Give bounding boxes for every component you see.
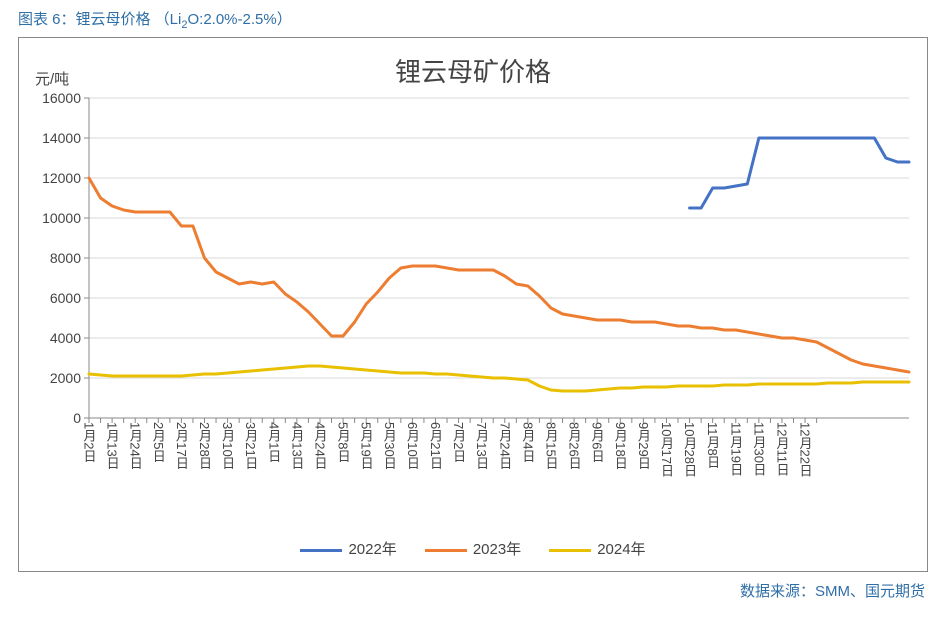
legend-item: 2022年 xyxy=(300,538,396,559)
y-axis-unit: 元/吨 xyxy=(35,68,69,89)
legend-swatch xyxy=(300,549,342,552)
legend-item: 2023年 xyxy=(425,538,521,559)
x-tick-label: 9月6日 xyxy=(588,422,607,462)
x-tick-label: 5月30日 xyxy=(380,422,399,470)
figure-caption: 图表 6：锂云母价格 （Li2O:2.0%-2.5%） xyxy=(18,8,929,31)
x-tick-label: 4月1日 xyxy=(264,422,283,462)
legend-label: 2023年 xyxy=(473,541,521,558)
chart-legend: 2022年 2023年 2024年 xyxy=(19,538,927,559)
x-tick-label: 2月17日 xyxy=(172,422,191,470)
x-tick-label: 2月28日 xyxy=(195,422,214,470)
x-tick-label: 7月13日 xyxy=(472,422,491,470)
legend-swatch xyxy=(549,549,591,552)
legend-label: 2022年 xyxy=(348,541,396,558)
y-tick-label: 12000 xyxy=(42,170,81,186)
y-tick-label: 10000 xyxy=(42,210,81,226)
x-tick-label: 3月21日 xyxy=(241,422,260,470)
x-tick-label: 9月18日 xyxy=(611,422,630,470)
y-tick-label: 6000 xyxy=(50,290,81,306)
x-tick-label: 8月15日 xyxy=(541,422,560,470)
x-tick-label: 11月19日 xyxy=(726,422,745,476)
caption-suffix: O:2.0%-2.5%） xyxy=(187,11,291,28)
y-tick-label: 8000 xyxy=(50,250,81,266)
x-tick-label: 1月24日 xyxy=(126,422,145,470)
x-tick-label: 12月11日 xyxy=(772,422,791,476)
series-line xyxy=(89,178,909,372)
legend-label: 2024年 xyxy=(597,541,645,558)
x-tick-label: 8月4日 xyxy=(518,422,537,462)
y-tick-label: 16000 xyxy=(42,90,81,106)
legend-swatch xyxy=(425,549,467,552)
x-tick-label: 10月28日 xyxy=(680,422,699,477)
x-tick-label: 10月17日 xyxy=(657,422,676,477)
data-source: 数据来源：SMM、国元期货 xyxy=(18,580,925,601)
y-axis-labels: 0200040006000800010000120001400016000 xyxy=(19,98,85,418)
x-tick-label: 4月13日 xyxy=(287,422,306,470)
x-tick-label: 11月8日 xyxy=(703,422,722,469)
x-tick-label: 9月29日 xyxy=(634,422,653,470)
x-tick-label: 3月10日 xyxy=(218,422,237,470)
chart-container: 锂云母矿价格 元/吨 02000400060008000100001200014… xyxy=(18,37,928,572)
plot-area xyxy=(89,98,909,418)
y-tick-label: 2000 xyxy=(50,370,81,386)
chart-title: 锂云母矿价格 xyxy=(19,52,927,89)
legend-item: 2024年 xyxy=(549,538,645,559)
x-tick-label: 6月21日 xyxy=(426,422,445,470)
x-tick-label: 2月5日 xyxy=(149,422,168,462)
x-tick-label: 6月10日 xyxy=(403,422,422,470)
x-tick-label: 8月26日 xyxy=(565,422,584,470)
x-tick-label: 1月13日 xyxy=(103,422,122,470)
x-tick-label: 1月2日 xyxy=(80,422,99,462)
x-tick-label: 11月30日 xyxy=(749,422,768,476)
y-tick-label: 4000 xyxy=(50,330,81,346)
x-tick-label: 4月24日 xyxy=(310,422,329,470)
x-tick-label: 5月19日 xyxy=(357,422,376,470)
page-root: 图表 6：锂云母价格 （Li2O:2.0%-2.5%） 锂云母矿价格 元/吨 0… xyxy=(0,0,947,629)
x-tick-label: 7月24日 xyxy=(495,422,514,470)
caption-prefix: 图表 6：锂云母价格 （Li xyxy=(18,11,181,28)
series-line xyxy=(690,138,909,208)
chart-svg xyxy=(89,98,909,418)
x-tick-label: 5月8日 xyxy=(334,422,353,462)
y-tick-label: 14000 xyxy=(42,130,81,146)
x-tick-label: 7月2日 xyxy=(449,422,468,462)
x-axis-labels: 1月2日1月13日1月24日2月5日2月17日2月28日3月10日3月21日4月… xyxy=(89,422,909,512)
x-tick-label: 12月22日 xyxy=(796,422,815,477)
